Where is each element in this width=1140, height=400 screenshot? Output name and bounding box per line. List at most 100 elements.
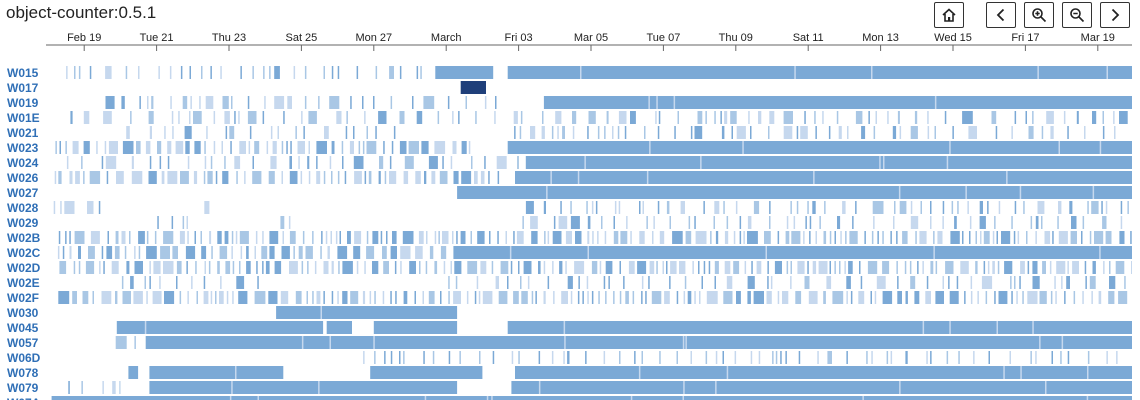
activity-segment[interactable] [325,231,328,244]
activity-segment[interactable] [987,261,990,274]
activity-segment[interactable] [625,291,629,304]
activity-segment[interactable] [572,111,577,124]
activity-segment[interactable] [190,96,192,109]
activity-segment[interactable] [708,261,711,274]
activity-segment[interactable] [750,126,752,139]
activity-segment[interactable] [119,381,121,394]
activity-segment[interactable] [252,156,255,169]
activity-segment[interactable] [434,261,438,274]
activity-segment[interactable] [169,66,172,79]
activity-segment[interactable] [736,126,746,139]
activity-bar[interactable] [51,396,1133,400]
activity-segment[interactable] [618,111,627,124]
activity-segment[interactable] [229,126,235,139]
activity-segment[interactable] [337,246,348,259]
activity-bar[interactable] [149,381,458,394]
activity-segment[interactable] [875,111,878,124]
activity-segment[interactable] [414,291,417,304]
activity-segment[interactable] [785,231,790,244]
activity-segment[interactable] [676,291,679,304]
activity-segment[interactable] [149,276,151,289]
activity-segment[interactable] [329,156,332,169]
activity-segment[interactable] [375,66,378,79]
activity-segment[interactable] [415,171,421,184]
activity-segment[interactable] [180,171,189,184]
activity-segment[interactable] [1094,231,1104,244]
activity-segment[interactable] [187,231,189,244]
activity-segment[interactable] [274,261,282,274]
activity-segment[interactable] [1087,351,1090,364]
activity-segment[interactable] [834,261,836,274]
activity-segment[interactable] [1032,111,1034,124]
activity-segment[interactable] [403,171,409,184]
activity-segment[interactable] [619,351,621,364]
activity-segment[interactable] [146,246,157,259]
activity-segment[interactable] [380,231,383,244]
activity-segment[interactable] [235,231,238,244]
activity-bar[interactable] [507,66,1132,79]
activity-segment[interactable] [466,291,469,304]
activity-segment[interactable] [344,171,347,184]
activity-segment[interactable] [870,291,873,304]
activity-segment[interactable] [1124,276,1126,289]
activity-segment[interactable] [969,216,972,229]
activity-segment[interactable] [442,156,444,169]
activity-segment[interactable] [408,141,419,154]
activity-segment[interactable] [1044,231,1051,244]
activity-segment[interactable] [513,291,519,304]
activity-segment[interactable] [149,126,152,139]
row-label[interactable]: W06D [7,351,41,365]
activity-segment[interactable] [753,291,764,304]
activity-segment[interactable] [342,156,344,169]
activity-segment[interactable] [364,171,367,184]
activity-segment[interactable] [126,126,130,139]
activity-segment[interactable] [804,276,810,289]
activity-segment[interactable] [809,231,811,244]
activity-segment[interactable] [64,201,75,214]
activity-segment[interactable] [815,126,817,139]
activity-segment[interactable] [130,111,132,124]
activity-segment[interactable] [210,291,213,304]
activity-segment[interactable] [171,111,174,124]
activity-segment[interactable] [1054,276,1056,289]
activity-segment[interactable] [115,291,118,304]
activity-segment[interactable] [829,261,832,274]
activity-segment[interactable] [659,231,665,244]
activity-segment[interactable] [280,216,285,229]
activity-segment[interactable] [970,276,973,289]
activity-segment[interactable] [389,171,397,184]
activity-segment[interactable] [733,261,740,274]
activity-segment[interactable] [1064,291,1066,304]
activity-segment[interactable] [1001,231,1011,244]
activity-segment[interactable] [78,246,81,259]
activity-segment[interactable] [289,261,298,274]
activity-segment[interactable] [53,201,56,214]
activity-segment[interactable] [83,171,85,184]
activity-segment[interactable] [1092,261,1096,274]
activity-segment[interactable] [930,201,932,214]
activity-segment[interactable] [666,201,670,214]
activity-segment[interactable] [998,291,1008,304]
activity-segment[interactable] [570,291,573,304]
activity-segment[interactable] [426,231,428,244]
activity-segment[interactable] [522,216,524,229]
activity-segment[interactable] [890,231,892,244]
activity-segment[interactable] [134,336,136,349]
activity-segment[interactable] [306,291,309,304]
activity-segment[interactable] [58,231,61,244]
activity-segment[interactable] [619,291,622,304]
activity-segment[interactable] [796,126,799,139]
activity-segment[interactable] [525,201,534,214]
activity-segment[interactable] [567,351,570,364]
activity-segment[interactable] [747,231,758,244]
activity-segment[interactable] [624,126,627,139]
activity-segment[interactable] [567,276,573,289]
activity-segment[interactable] [164,291,175,304]
activity-segment[interactable] [630,231,632,244]
activity-segment[interactable] [74,66,76,79]
activity-segment[interactable] [1057,216,1059,229]
activity-segment[interactable] [867,261,878,274]
activity-segment[interactable] [587,216,591,229]
activity-segment[interactable] [366,141,377,154]
activity-segment[interactable] [639,201,641,214]
